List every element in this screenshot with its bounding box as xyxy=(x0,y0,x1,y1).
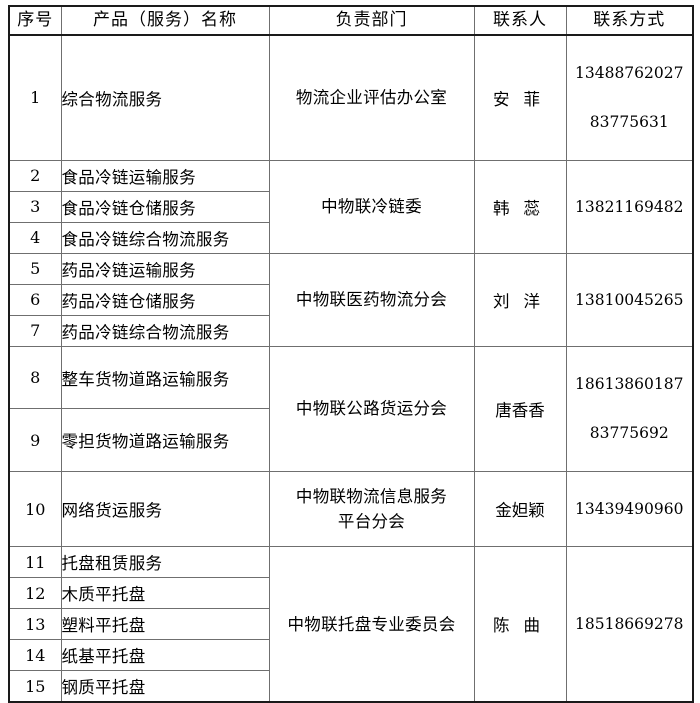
cell-index: 3 xyxy=(8,190,62,223)
cell-index: 1 xyxy=(8,34,62,161)
table-row: 1 综合物流服务 物流企业评估办公室 安菲 13488762027 837756… xyxy=(8,34,694,161)
cell-index: 12 xyxy=(8,577,62,610)
cell-product: 整车货物道路运输服务 xyxy=(60,345,270,410)
table-row: 3 食品冷链仓储服务 xyxy=(8,190,693,223)
phone-line-1: 13488762027 xyxy=(575,63,684,82)
phone-line-1: 13439490960 xyxy=(575,499,684,518)
cell-index: 13 xyxy=(8,608,62,641)
phone-line-2: 83775692 xyxy=(589,424,669,443)
header-row: 序号 产品（服务）名称 负责部门 联系人 联系方式 xyxy=(9,6,693,36)
cell-index: 8 xyxy=(8,345,62,410)
cell-product: 网络货运服务 xyxy=(60,470,270,548)
table-row: 4 食品冷链综合物流服务 xyxy=(8,221,693,254)
phone-line-1: 18518669278 xyxy=(575,614,684,633)
table-row: 8 整车货物道路运输服务 中物联公路货运分会 唐香香 18613860187 8… xyxy=(8,345,694,472)
cell-person: 安菲 xyxy=(473,34,567,161)
cell-person: 唐香香 xyxy=(473,345,567,472)
phone-line-2: 83775631 xyxy=(589,113,669,132)
cell-person: 陈曲 xyxy=(473,546,567,703)
table-body: 1 综合物流服务 物流企业评估办公室 安菲 13488762027 837756… xyxy=(8,34,694,703)
cell-person: 刘洋 xyxy=(473,252,567,347)
cell-index: 4 xyxy=(8,221,62,254)
table-row: 2 食品冷链运输服务 中物联冷链委 韩蕊 13821169482 xyxy=(8,159,694,254)
table-row: 7 药品冷链综合物流服务 xyxy=(8,314,693,347)
column-header-index: 序号 xyxy=(9,6,62,36)
cell-product: 食品冷链运输服务 xyxy=(60,159,270,192)
cell-index: 6 xyxy=(8,283,62,316)
cell-index: 14 xyxy=(8,639,62,672)
cell-person: 金妲颖 xyxy=(473,470,567,548)
cell-dept: 中物联物流信息服务 平台分会 xyxy=(268,470,475,548)
cell-product: 综合物流服务 xyxy=(60,34,270,161)
cell-product: 零担货物道路运输服务 xyxy=(60,408,270,472)
cell-product: 钢质平托盘 xyxy=(60,670,270,703)
person-name: 陈曲 xyxy=(493,616,554,636)
table-row: 5 药品冷链运输服务 中物联医药物流分会 刘洋 13810045265 xyxy=(8,252,694,347)
cell-phone: 18518669278 xyxy=(565,546,694,703)
table-row: 11 托盘租赁服务 中物联托盘专业委员会 陈曲 18518669278 xyxy=(8,546,694,703)
cell-dept: 中物联托盘专业委员会 xyxy=(268,546,475,703)
cell-index: 10 xyxy=(8,470,62,548)
cell-product: 药品冷链综合物流服务 xyxy=(60,314,270,347)
cell-product: 纸基平托盘 xyxy=(60,639,270,672)
cell-index: 2 xyxy=(8,159,62,192)
column-header-person: 联系人 xyxy=(473,6,567,36)
person-name: 安菲 xyxy=(493,89,554,109)
dept-line-1: 中物联物流信息服务 xyxy=(295,486,448,506)
cell-product: 托盘租赁服务 xyxy=(60,546,270,579)
cell-dept: 中物联冷链委 xyxy=(268,159,475,254)
cell-phone: 13821169482 xyxy=(565,159,694,254)
cell-phone: 13810045265 xyxy=(565,252,694,347)
column-header-dept: 负责部门 xyxy=(268,6,475,36)
cell-product: 药品冷链仓储服务 xyxy=(60,283,270,316)
cell-dept: 中物联公路货运分会 xyxy=(268,345,475,472)
cell-index: 5 xyxy=(8,252,62,285)
dept-line-2: 平台分会 xyxy=(337,512,406,532)
column-header-phone: 联系方式 xyxy=(565,6,693,36)
cell-phone: 18613860187 83775692 xyxy=(565,345,694,472)
cell-index: 7 xyxy=(8,314,62,347)
cell-dept: 物流企业评估办公室 xyxy=(268,34,475,161)
phone-line-1: 13810045265 xyxy=(575,290,684,309)
person-name: 刘洋 xyxy=(493,291,554,311)
cell-index: 9 xyxy=(8,408,62,472)
column-header-product: 产品（服务）名称 xyxy=(60,6,270,36)
cell-person: 韩蕊 xyxy=(473,159,567,254)
person-name: 韩蕊 xyxy=(493,198,554,218)
cell-index: 15 xyxy=(8,670,62,703)
cell-product: 塑料平托盘 xyxy=(60,608,270,641)
table-header: 序号 产品（服务）名称 负责部门 联系人 联系方式 xyxy=(9,6,693,36)
phone-line-1: 13821169482 xyxy=(575,197,684,216)
phone-line-1: 18613860187 xyxy=(575,374,684,393)
cell-product: 木质平托盘 xyxy=(60,577,270,610)
table-row: 9 零担货物道路运输服务 xyxy=(8,408,693,472)
service-contacts-table: 序号 产品（服务）名称 负责部门 联系人 联系方式 1 综合物流服务 物流企业评… xyxy=(8,5,694,703)
cell-index: 11 xyxy=(8,546,62,579)
document-page: 序号 产品（服务）名称 负责部门 联系人 联系方式 1 综合物流服务 物流企业评… xyxy=(8,5,694,703)
cell-product: 食品冷链仓储服务 xyxy=(60,190,270,223)
cell-product: 药品冷链运输服务 xyxy=(60,252,270,285)
cell-dept: 中物联医药物流分会 xyxy=(268,252,475,347)
cell-phone: 13488762027 83775631 xyxy=(565,34,694,161)
table-row: 10 网络货运服务 中物联物流信息服务 平台分会 金妲颖 13439490960 xyxy=(8,470,694,548)
cell-phone: 13439490960 xyxy=(565,470,694,548)
cell-product: 食品冷链综合物流服务 xyxy=(60,221,270,254)
